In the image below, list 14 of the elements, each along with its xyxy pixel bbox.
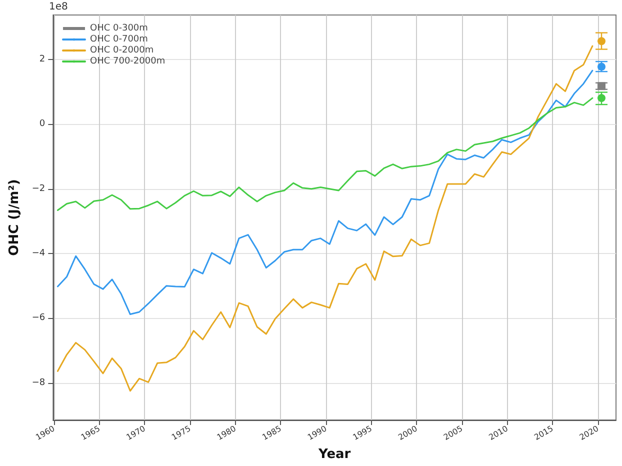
y-tick-label: 2 xyxy=(39,54,46,65)
legend-label: OHC 0-300m xyxy=(90,24,148,34)
line-series xyxy=(56,97,594,211)
y-tick-label: −2 xyxy=(32,184,46,194)
legend-label: OHC 700-2000m xyxy=(90,56,166,66)
y-tick-label: −6 xyxy=(32,313,46,324)
legend-label: OHC 0-2000m xyxy=(90,46,154,56)
y-tick-label: −4 xyxy=(32,248,46,259)
legend-label: OHC 0-700m xyxy=(90,34,148,44)
y-tick-label: −8 xyxy=(32,378,46,388)
y-axis-title: OHC (J/m²) xyxy=(7,179,22,256)
x-axis-title: Year xyxy=(317,447,352,462)
y-tick-label: 0 xyxy=(39,119,46,130)
text: 1e8 xyxy=(49,2,68,12)
